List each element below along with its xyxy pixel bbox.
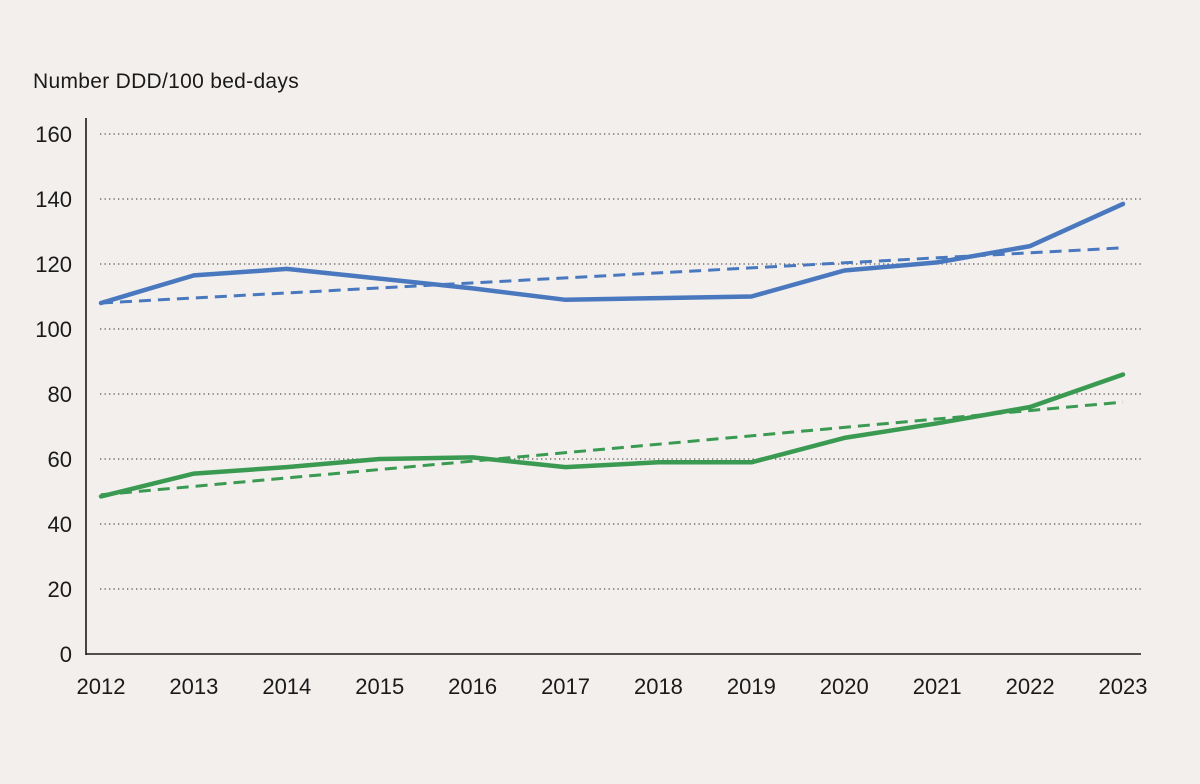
x-tick-labels: 2012 2013 2014 2015 2016 2017 2018 2019 2020 2021… (77, 674, 1148, 699)
y-axis-title: Number DDD/100 bed-days (33, 70, 299, 93)
y-tick-label-140: 140 (35, 187, 72, 212)
x-tick-label-2017: 2017 (541, 674, 590, 699)
y-tick-label-60: 60 (48, 447, 72, 472)
x-tick-label-2023: 2023 (1099, 674, 1148, 699)
y-tick-label-100: 100 (35, 317, 72, 342)
axes (85, 118, 1141, 655)
x-tick-label-2020: 2020 (820, 674, 869, 699)
y-tick-label-160: 160 (35, 122, 72, 147)
x-tick-label-2014: 2014 (262, 674, 311, 699)
y-tick-label-40: 40 (48, 512, 72, 537)
series-line-0 (98, 201, 1126, 306)
y-tick-label-80: 80 (48, 382, 72, 407)
trend-line-3 (100, 400, 1124, 497)
series-lines (98, 201, 1126, 499)
x-tick-label-2015: 2015 (355, 674, 404, 699)
y-tick-label-20: 20 (48, 577, 72, 602)
x-tick-label-2019: 2019 (727, 674, 776, 699)
x-tick-label-2012: 2012 (77, 674, 126, 699)
x-tick-label-2021: 2021 (913, 674, 962, 699)
y-tick-labels: 0 20 40 60 80 100 120 140 160 (35, 122, 72, 667)
x-tick-label-2013: 2013 (169, 674, 218, 699)
y-tick-label-120: 120 (35, 252, 72, 277)
x-tick-label-2018: 2018 (634, 674, 683, 699)
series-line-2 (98, 372, 1126, 499)
gridlines (100, 133, 1141, 590)
x-tick-label-2016: 2016 (448, 674, 497, 699)
y-tick-label-0: 0 (60, 642, 72, 667)
x-tick-label-2022: 2022 (1006, 674, 1055, 699)
